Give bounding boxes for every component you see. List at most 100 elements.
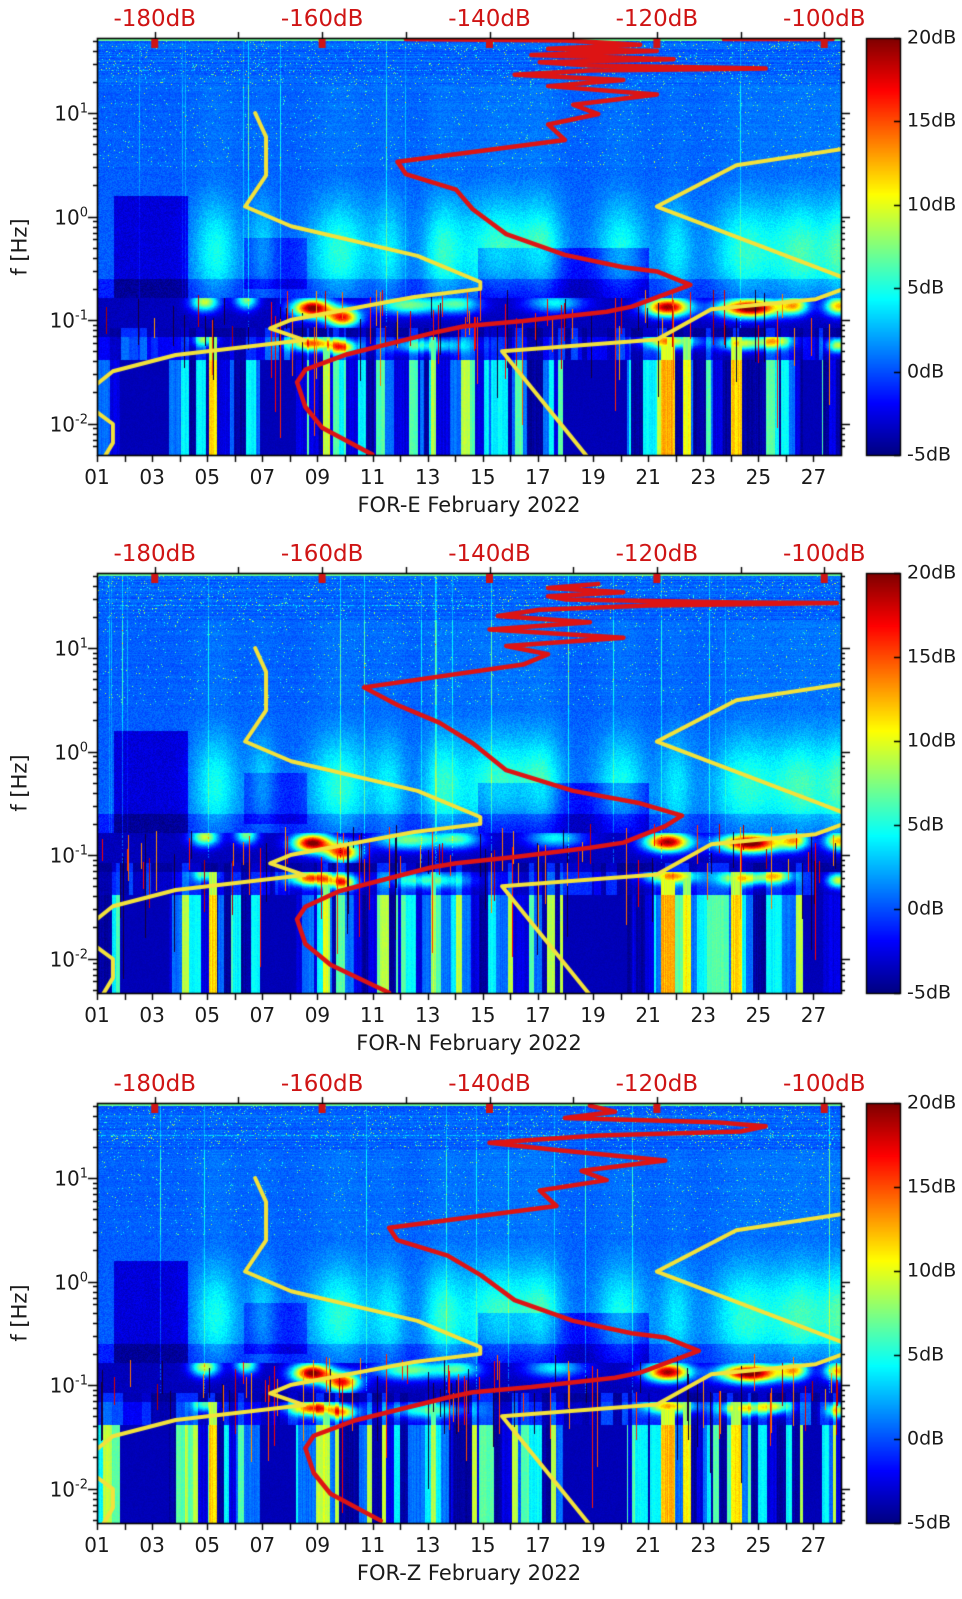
y-tick-label: 10-1: [50, 310, 88, 331]
y-tick-label: 100: [54, 1271, 88, 1292]
panel-xlabel: FOR-E February 2022: [357, 493, 581, 517]
top-axis-label: -180dB: [113, 1071, 197, 1097]
y-tick-base: 10: [49, 946, 76, 971]
y-tick-base: 10: [54, 204, 80, 229]
y-axis-title: f [Hz]: [7, 1284, 32, 1342]
colorbar-tick-label: 15dB: [907, 1175, 957, 1198]
y-tick-base: 10: [49, 843, 76, 868]
y-tick-exponent: -2: [75, 412, 88, 428]
y-tick-base: 10: [54, 101, 80, 126]
y-tick-exponent: -1: [75, 1373, 88, 1389]
x-tick-label: 09: [304, 1003, 331, 1027]
y-tick-label: 100: [54, 741, 88, 762]
y-tick-label: 101: [54, 103, 88, 124]
colorbar-tick-label: 5dB: [907, 813, 945, 836]
top-axis-label: -160dB: [280, 6, 364, 32]
top-axis-label: -120dB: [615, 541, 699, 567]
y-tick-label: 100: [54, 206, 88, 227]
top-axis-label: -160dB: [280, 541, 364, 567]
y-tick-label: 10-2: [50, 1478, 88, 1499]
colorbar-tick-label: 20dB: [907, 561, 957, 584]
colorbar-tick-label: 15dB: [907, 109, 957, 132]
y-tick-base: 10: [49, 1476, 76, 1501]
x-tick-label: 17: [525, 1533, 551, 1557]
x-tick-label: 01: [84, 465, 110, 489]
x-tick-label: 27: [800, 1533, 827, 1557]
y-tick-exponent: 0: [79, 740, 88, 756]
top-axis-label: -140dB: [448, 1071, 531, 1097]
top-axis-label: -140dB: [448, 6, 531, 32]
colorbar-tick-label: 5dB: [907, 276, 945, 299]
y-tick-exponent: 1: [79, 101, 88, 117]
x-tick-label: 19: [580, 465, 606, 489]
x-tick-label: 09: [304, 465, 331, 489]
colorbar-tick-label: 0dB: [907, 1427, 945, 1450]
y-tick-label: 10-2: [50, 413, 88, 434]
x-tick-label: 19: [580, 1003, 606, 1027]
y-tick-exponent: -2: [75, 1477, 88, 1493]
x-tick-label: 23: [690, 465, 716, 489]
panel-xlabel: FOR-N February 2022: [356, 1031, 582, 1055]
top-axis-label: -100dB: [782, 1071, 866, 1097]
colorbar-tick-label: 20dB: [907, 1091, 957, 1114]
x-tick-label: 05: [194, 1003, 220, 1027]
y-tick-label: 10-1: [50, 845, 88, 866]
y-tick-base: 10: [49, 411, 76, 436]
x-tick-label: 25: [745, 1533, 772, 1557]
y-tick-label: 10-1: [50, 1375, 88, 1396]
x-tick-label: 21: [635, 1003, 661, 1027]
y-axis-title: f [Hz]: [7, 217, 32, 276]
x-tick-label: 15: [470, 1003, 496, 1027]
x-tick-label: 13: [414, 465, 441, 489]
x-tick-label: 19: [580, 1533, 606, 1557]
x-tick-label: 07: [249, 465, 276, 489]
top-axis-label: -100dB: [782, 6, 866, 32]
top-axis-label: -120dB: [615, 6, 699, 32]
y-tick-exponent: 1: [79, 636, 88, 652]
y-tick-base: 10: [54, 739, 80, 764]
x-tick-label: 27: [800, 1003, 827, 1027]
top-axis-label: -140dB: [448, 541, 531, 567]
x-tick-label: 09: [304, 1533, 331, 1557]
top-axis-label: -180dB: [113, 541, 197, 567]
x-tick-label: 03: [139, 1533, 165, 1557]
y-tick-base: 10: [49, 308, 76, 333]
x-tick-label: 05: [194, 1533, 220, 1557]
y-tick-label: 101: [54, 1168, 88, 1189]
x-tick-label: 21: [635, 1533, 661, 1557]
y-tick-label: 10-2: [50, 948, 88, 969]
y-tick-exponent: -1: [75, 843, 88, 859]
panel-xlabel: FOR-Z February 2022: [356, 1561, 582, 1585]
y-tick-base: 10: [49, 1373, 76, 1398]
colorbar-tick-label: -5dB: [907, 1511, 952, 1534]
x-tick-label: 21: [635, 465, 661, 489]
colorbar-tick-label: 0dB: [907, 360, 945, 383]
y-tick-exponent: 0: [79, 205, 88, 221]
colorbar-tick-label: 10dB: [907, 729, 957, 752]
y-tick-exponent: -2: [75, 947, 88, 963]
y-tick-base: 10: [54, 1269, 80, 1294]
x-tick-label: 15: [470, 1533, 496, 1557]
x-tick-label: 13: [414, 1003, 441, 1027]
colorbar-tick-label: 0dB: [907, 897, 945, 920]
y-tick-exponent: -1: [75, 308, 88, 324]
x-tick-label: 27: [800, 465, 827, 489]
colorbar-tick-label: 10dB: [907, 193, 957, 216]
x-tick-label: 23: [690, 1533, 716, 1557]
x-tick-label: 05: [194, 465, 220, 489]
x-tick-label: 01: [84, 1533, 110, 1557]
y-tick-exponent: 0: [79, 1270, 88, 1286]
x-tick-label: 23: [690, 1003, 716, 1027]
colorbar-tick-label: 10dB: [907, 1259, 957, 1282]
x-tick-label: 17: [525, 465, 551, 489]
x-tick-label: 17: [525, 1003, 551, 1027]
x-tick-label: 11: [359, 1003, 386, 1027]
y-tick-exponent: 1: [79, 1166, 88, 1182]
top-axis-label: -120dB: [615, 1071, 699, 1097]
x-tick-label: 03: [139, 1003, 165, 1027]
top-axis-label: -160dB: [280, 1071, 364, 1097]
top-axis-label: -180dB: [113, 6, 197, 32]
x-tick-label: 01: [84, 1003, 110, 1027]
